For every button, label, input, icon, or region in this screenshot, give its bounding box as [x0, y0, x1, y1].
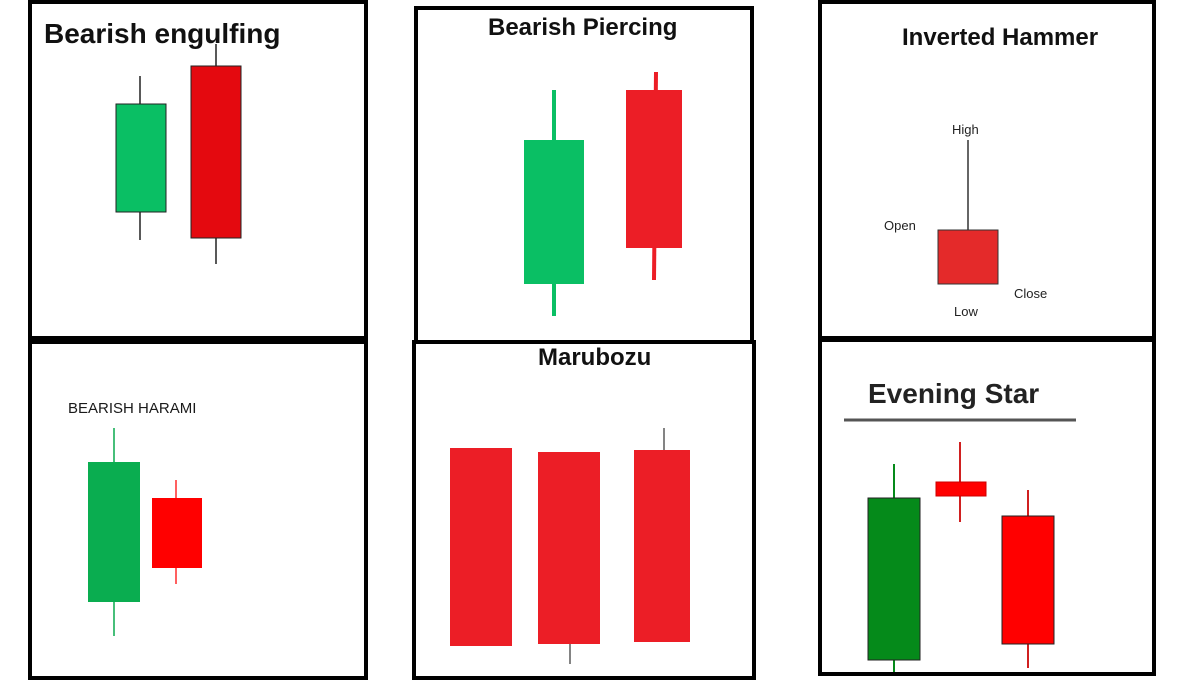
- bearish-engulfing-diagram: [115, 44, 242, 264]
- open-label: Open: [884, 218, 916, 233]
- panel-title: Marubozu: [538, 344, 652, 371]
- marubozu-panel: Marubozu: [412, 340, 756, 680]
- panel-title: Bearish Piercing: [488, 14, 678, 41]
- panel-title: Bearish engulfing: [44, 18, 281, 49]
- candle-1-body: [524, 140, 584, 284]
- candle-1-body: [88, 462, 140, 602]
- panel-title: Inverted Hammer: [902, 24, 1099, 51]
- candle-2-body: [190, 65, 242, 239]
- bearish-harami-panel: BEARISH HARAMI: [28, 340, 368, 680]
- candle-1-body: [450, 448, 512, 646]
- evening-star-panel: Evening Star: [818, 338, 1156, 676]
- candle-2-body: [152, 498, 202, 568]
- evening-star-diagram: [844, 418, 1076, 672]
- candle-1-body: [867, 497, 921, 661]
- bearish-harami-diagram: [88, 428, 202, 636]
- high-label: High: [952, 122, 979, 137]
- inverted-hammer-panel: Inverted Hammer High Open Close Low: [818, 0, 1156, 340]
- bearish-piercing-diagram: [524, 71, 682, 316]
- hammer-body: [937, 229, 999, 285]
- panel-title: Evening Star: [868, 378, 1040, 409]
- candle-2-body: [935, 481, 987, 497]
- inverted-hammer-diagram: [937, 140, 999, 285]
- bearish-piercing-panel: Bearish Piercing: [414, 6, 754, 344]
- panel-title: BEARISH HARAMI: [68, 400, 197, 417]
- candle-2-body: [538, 452, 600, 644]
- marubozu-diagram: [450, 428, 690, 664]
- candle-3-body: [1001, 515, 1055, 645]
- candle-3-body: [634, 450, 690, 642]
- bearish-engulfing-panel: Bearish engulfing: [28, 0, 368, 340]
- close-label: Close: [1014, 286, 1048, 301]
- low-label: Low: [954, 304, 978, 319]
- candle-1-body: [115, 103, 167, 213]
- candle-2-body: [626, 90, 682, 248]
